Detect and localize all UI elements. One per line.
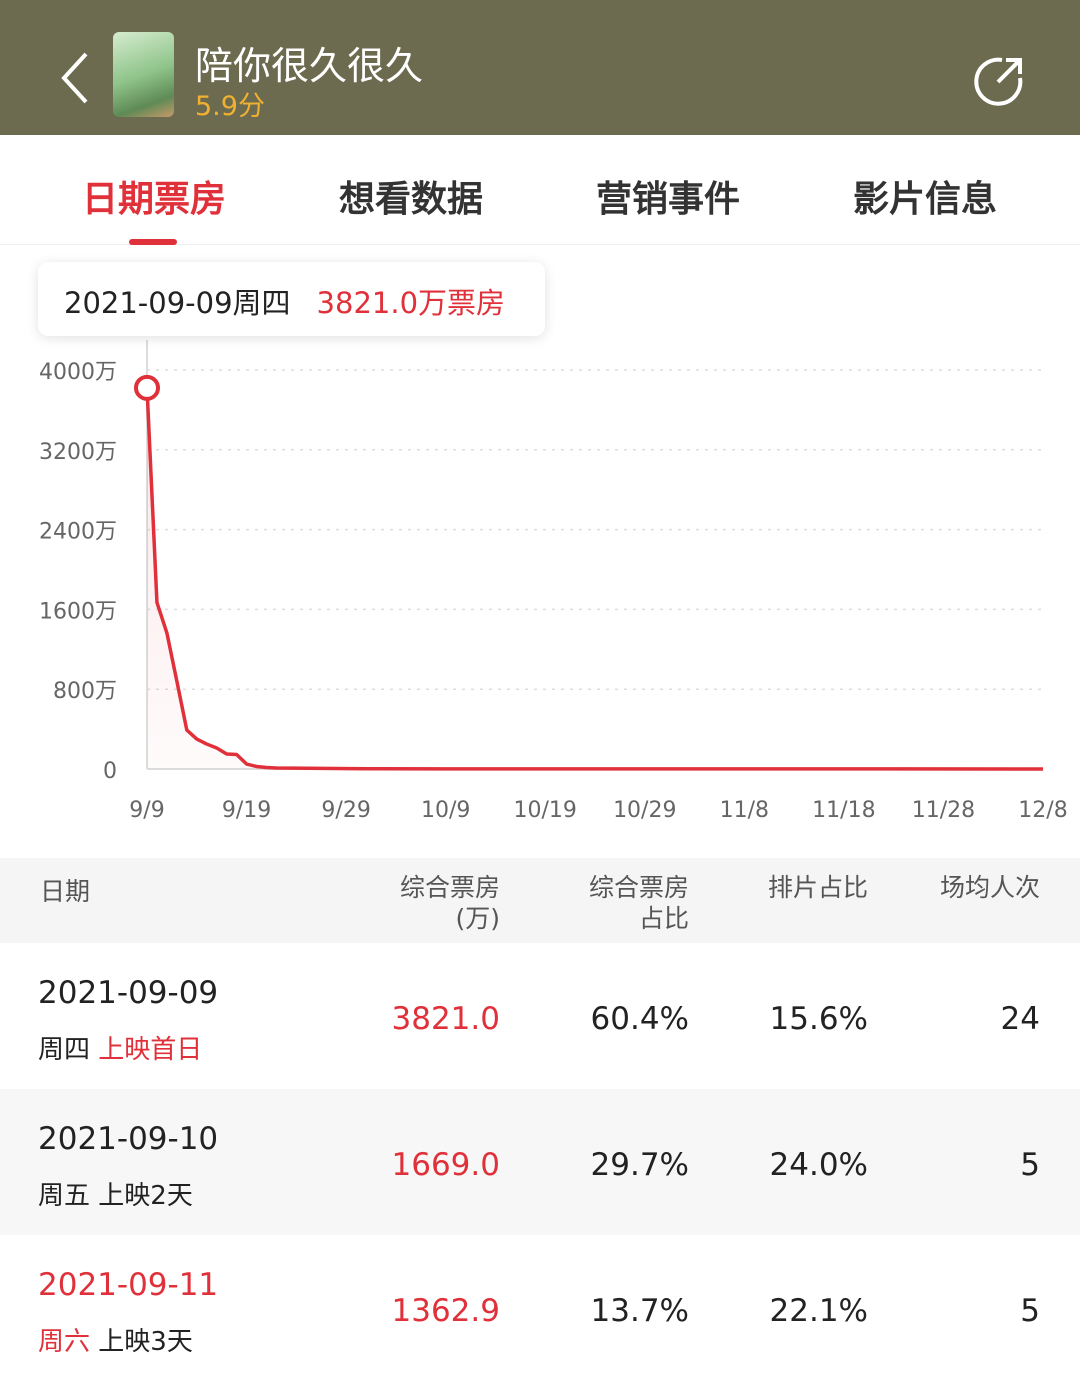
- x-tick-label: 11/8: [720, 798, 769, 823]
- row-day-info: 周五 上映2天: [38, 1175, 193, 1212]
- x-tick-label: 10/29: [613, 798, 676, 823]
- header-text: (万): [455, 904, 500, 933]
- row-day-info: 周四 上映首日: [38, 1029, 202, 1066]
- row-box-office: 3821.0: [391, 1001, 500, 1037]
- row-release-day: 上映3天: [98, 1327, 193, 1357]
- row-release-day: 上映首日: [98, 1035, 203, 1065]
- row-screen-share: 15.6%: [769, 1001, 868, 1037]
- movie-title: 陪你很久很久: [195, 44, 424, 88]
- header-screen-share: 排片占比: [767, 873, 868, 902]
- row-date: 2021-09-10: [38, 1121, 219, 1157]
- table-row[interactable]: 2021-09-09 周四 上映首日 3821.0 60.4% 15.6% 24: [0, 943, 1080, 1089]
- x-tick-label: 10/19: [514, 798, 577, 823]
- x-tick-label: 11/28: [912, 798, 975, 823]
- box-office-chart[interactable]: 0 800万 1600万 2400万 3200万 4000万 9/9 9/19 9/29 10/9…: [0, 340, 1080, 840]
- tooltip-value: 3821.0万票房: [316, 286, 506, 320]
- header-text: 综合票房: [399, 873, 500, 902]
- x-tick-label: 10/9: [421, 798, 470, 823]
- x-tick-label: 9/19: [222, 798, 271, 823]
- movie-poster[interactable]: [113, 32, 174, 117]
- header-text: 占比: [638, 904, 689, 933]
- row-box-office: 1669.0: [391, 1147, 500, 1183]
- row-box-share: 29.7%: [590, 1147, 689, 1183]
- row-weekday: 周五: [38, 1181, 91, 1211]
- x-tick-label: 9/29: [321, 798, 370, 823]
- share-icon[interactable]: [972, 54, 1026, 108]
- row-screen-share: 22.1%: [769, 1293, 868, 1329]
- row-day-info: 周六 上映3天: [38, 1321, 193, 1358]
- row-box-share: 13.7%: [590, 1293, 689, 1329]
- y-tick-label: 4000万: [39, 360, 117, 385]
- row-date: 2021-09-09: [38, 975, 219, 1011]
- header-box-share: 综合票房 占比: [589, 872, 689, 934]
- table-row[interactable]: 2021-09-11 周六 上映3天 1362.9 13.7% 22.1% 5: [0, 1235, 1080, 1381]
- top-bar: 陪你很久很久 5.9分: [0, 0, 1080, 135]
- y-tick-label: 3200万: [39, 440, 117, 465]
- tab-movie-info[interactable]: 影片信息: [852, 179, 997, 220]
- tooltip-date: 2021-09-09周四: [64, 286, 291, 320]
- header-text: 综合票房: [588, 873, 689, 902]
- series-line: [145, 387, 1044, 771]
- y-tick-label: 1600万: [39, 599, 117, 624]
- table-header: 日期 综合票房 (万) 综合票房 占比 排片占比 场均人次: [0, 858, 1080, 943]
- row-box-share: 60.4%: [590, 1001, 689, 1037]
- x-tick-label: 11/18: [812, 798, 875, 823]
- header-date: 日期: [40, 877, 91, 906]
- y-tick-label: 0: [103, 759, 117, 784]
- header-avg-attendance: 场均人次: [939, 873, 1040, 902]
- header-box-office: 综合票房 (万): [400, 872, 500, 934]
- row-weekday: 周四: [38, 1035, 91, 1065]
- row-box-office: 1362.9: [391, 1293, 500, 1329]
- row-avg-attendance: 5: [1020, 1293, 1040, 1329]
- chart-tooltip: 2021-09-09周四 3821.0万票房: [38, 262, 545, 336]
- tab-bar: 日期票房 想看数据 营销事件 影片信息: [0, 135, 1080, 245]
- y-tick-label: 2400万: [39, 520, 117, 545]
- row-weekday: 周六: [38, 1327, 91, 1357]
- row-release-day: 上映2天: [98, 1181, 193, 1211]
- y-tick-label: 800万: [53, 679, 117, 704]
- area-fill: [147, 387, 1043, 769]
- highlight-point: [134, 374, 160, 401]
- row-date: 2021-09-11: [38, 1267, 219, 1303]
- x-tick-label: 12/8: [1018, 798, 1067, 823]
- tab-daily-box-office[interactable]: 日期票房: [81, 179, 226, 220]
- active-tab-indicator: [129, 239, 177, 245]
- x-tick-label: 9/9: [129, 798, 164, 823]
- chevron-left-icon[interactable]: [58, 50, 92, 106]
- movie-score: 5.9分: [195, 91, 265, 122]
- table-row[interactable]: 2021-09-10 周五 上映2天 1669.0 29.7% 24.0% 5: [0, 1089, 1080, 1235]
- tab-want-to-see[interactable]: 想看数据: [338, 179, 483, 220]
- row-screen-share: 24.0%: [769, 1147, 868, 1183]
- row-avg-attendance: 24: [1000, 1001, 1040, 1037]
- row-avg-attendance: 5: [1020, 1147, 1040, 1183]
- tab-marketing-events[interactable]: 营销事件: [595, 179, 740, 220]
